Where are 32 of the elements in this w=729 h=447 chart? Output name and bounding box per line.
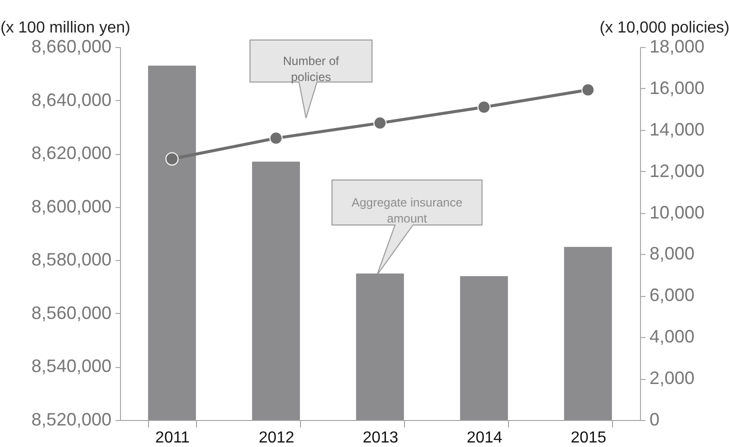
y-tick-label: 8,560,000 (31, 302, 112, 323)
text: Number of policies (282, 54, 340, 84)
y2-tick-label: 12,000 (650, 160, 705, 181)
y2-tick-label: 8,000 (650, 244, 695, 264)
text: Aggregate insurance amount (352, 196, 463, 226)
x-tick-label: 2013 (362, 430, 398, 446)
x-tick-label: 2014 (466, 430, 502, 446)
y2-tick-label: 4,000 (650, 326, 695, 347)
point (373, 116, 387, 130)
y-axis-title: (x 100 million yen) (0, 20, 130, 36)
y-tick-label: 8,620,000 (31, 143, 112, 164)
y-tick-label: 8,520,000 (31, 410, 112, 430)
y2-tick-label: 10,000 (650, 202, 705, 222)
point (269, 132, 283, 145)
y2-tick-label: 18,000 (650, 36, 705, 56)
x-tick-label: 2012 (258, 430, 294, 446)
point (581, 83, 595, 97)
y2-tick-label: 2,000 (650, 368, 695, 388)
y2-axis-title: (x 10,000 policies) (600, 20, 729, 36)
y2-tick-label: 14,000 (650, 119, 705, 140)
x-tick-label: 2015 (570, 430, 606, 446)
y2-tick-label: 0 (650, 410, 660, 430)
y-tick-label: 8,600,000 (31, 196, 112, 216)
x-tick-label: 2011 (155, 430, 190, 446)
y2-tick-label: 6,000 (650, 285, 695, 306)
y-tick-label: 8,640,000 (31, 90, 112, 110)
y-tick-label: 8,660,000 (31, 36, 112, 56)
point (477, 100, 491, 114)
point (165, 152, 179, 166)
y2-tick-label: 16,000 (650, 78, 705, 98)
y-tick-label: 8,580,000 (31, 250, 112, 270)
y-tick-label: 8,540,000 (31, 356, 112, 376)
